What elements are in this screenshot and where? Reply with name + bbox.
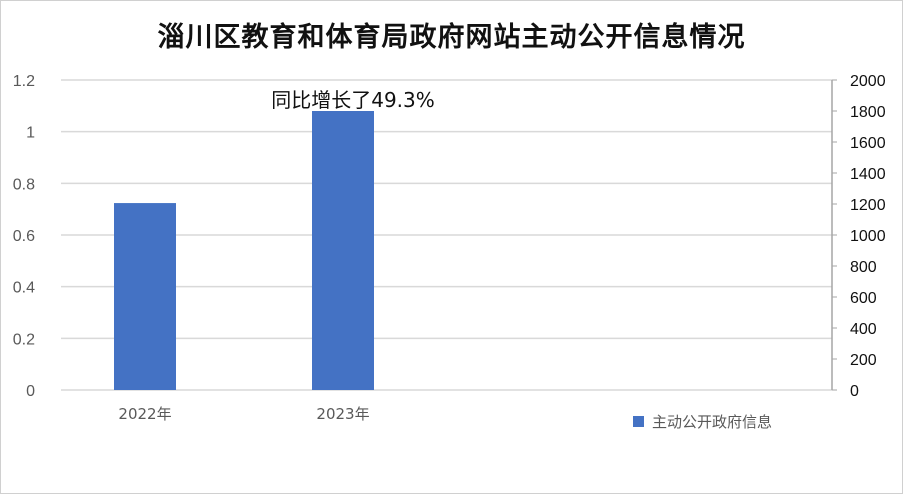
right-axis-tick-label: 1800 — [850, 104, 886, 121]
right-axis-tick-label: 800 — [850, 259, 877, 276]
right-axis-tick-label: 1200 — [850, 197, 886, 214]
right-axis-tick-label: 200 — [850, 352, 877, 369]
chart-title: 淄川区教育和体育局政府网站主动公开信息情况 — [157, 22, 746, 53]
right-axis-tick-label: 1000 — [850, 228, 886, 245]
right-axis-tick-label: 600 — [850, 290, 877, 307]
bar-2023年 — [312, 111, 374, 390]
x-axis-tick-label: 2022年 — [118, 405, 171, 423]
right-axis-tick-label: 400 — [850, 321, 877, 338]
left-axis-tick-label: 0 — [26, 383, 35, 400]
legend-label: 主动公开政府信息 — [652, 413, 773, 431]
legend: 主动公开政府信息 — [633, 411, 772, 432]
right-axis-tick-label: 1600 — [850, 135, 886, 152]
left-axis-tick-label: 1 — [26, 125, 35, 142]
x-axis-tick-label: 2023年 — [316, 405, 369, 423]
bar-2022年 — [114, 203, 176, 390]
right-axis-tick-label: 1400 — [850, 166, 886, 183]
left-axis-tick-label: 0.6 — [13, 228, 35, 245]
right-axis-tick-label: 0 — [850, 383, 859, 400]
right-axis-tick-label: 2000 — [850, 73, 886, 90]
left-axis-tick-label: 0.4 — [13, 280, 35, 297]
left-axis-tick-label: 1.2 — [13, 73, 35, 90]
legend-swatch — [633, 416, 644, 427]
left-axis-tick-label: 0.2 — [13, 331, 35, 348]
left-axis-tick-label: 0.8 — [13, 176, 35, 193]
annotation-label: 同比增长了49.3% — [271, 88, 435, 112]
